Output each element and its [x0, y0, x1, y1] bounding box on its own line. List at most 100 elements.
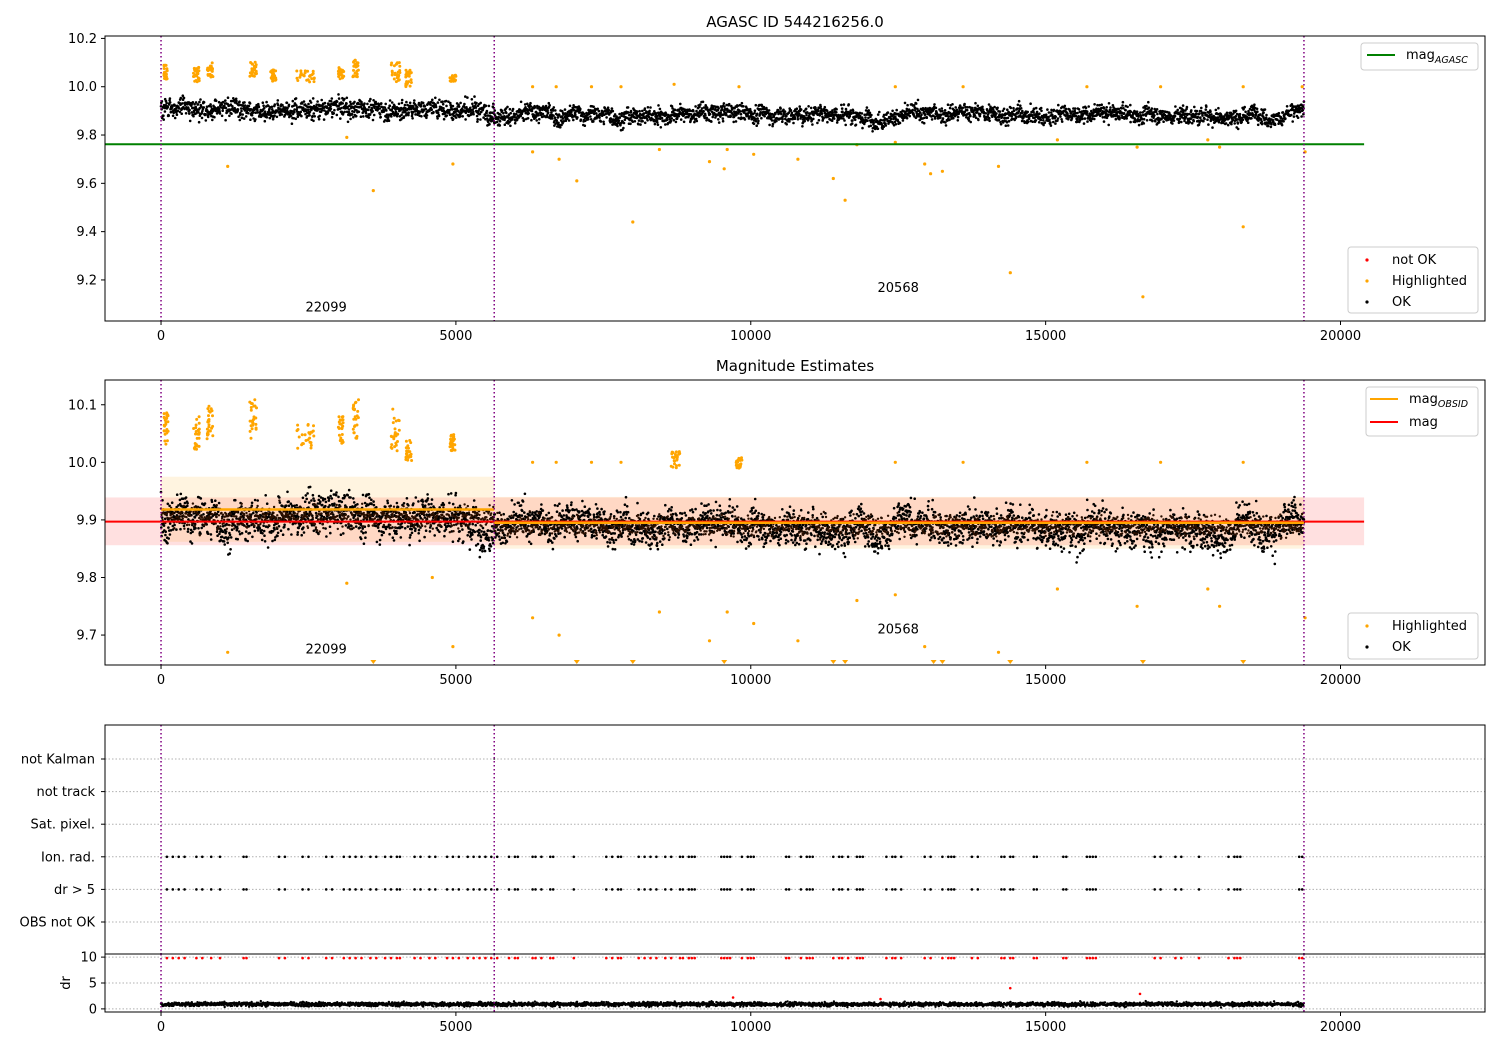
ok-point: [587, 118, 590, 121]
ok-point: [854, 119, 857, 122]
ok-point: [866, 119, 869, 122]
highlighted-point: [409, 85, 412, 88]
ok-point: [1081, 118, 1084, 121]
ok-point: [538, 118, 541, 121]
ok-point: [531, 110, 534, 113]
ok-point: [548, 104, 551, 107]
ok-point: [370, 499, 373, 502]
ok-point: [963, 103, 966, 106]
ok-point: [1147, 101, 1150, 104]
ok-point: [1040, 119, 1043, 122]
ok-point: [295, 97, 298, 100]
ok-point: [390, 115, 393, 118]
ok-point: [464, 118, 467, 121]
ok-point: [191, 542, 194, 545]
ok-point: [363, 102, 366, 105]
ok-point: [271, 540, 274, 543]
ok-point: [169, 101, 172, 104]
ok-point: [670, 120, 673, 123]
ok-point: [1148, 106, 1151, 109]
ok-point: [437, 101, 440, 104]
ok-point: [203, 106, 206, 109]
ok-point: [327, 111, 330, 114]
x-tick-label: 5000: [439, 329, 472, 344]
ok-point: [1057, 104, 1060, 107]
highlighted-point: [451, 162, 454, 165]
highlighted-point: [209, 65, 212, 68]
ok-point: [300, 523, 303, 526]
ok-point: [509, 112, 512, 115]
ok-point: [509, 108, 512, 111]
ok-point: [1290, 114, 1293, 117]
ok-point: [345, 102, 348, 105]
ok-point: [169, 97, 172, 100]
ok-point: [618, 119, 621, 122]
x-tick-label: 20000: [1320, 329, 1361, 344]
ok-point: [430, 108, 433, 111]
ok-point: [656, 121, 659, 124]
ok-point: [906, 104, 909, 107]
ok-point: [981, 106, 984, 109]
ok-point: [320, 99, 323, 102]
ok-point: [259, 527, 262, 530]
ok-point: [225, 530, 228, 533]
highlighted-point: [393, 78, 396, 81]
ok-point: [1001, 116, 1004, 119]
ok-point: [680, 118, 683, 121]
highlighted-point: [351, 75, 354, 78]
ok-point: [476, 115, 479, 118]
ok-point: [452, 105, 455, 108]
ok-point: [371, 110, 374, 113]
ok-point: [660, 126, 663, 129]
highlighted-point: [1242, 225, 1245, 228]
ok-point: [572, 119, 575, 122]
ok-point: [803, 120, 806, 123]
ok-point: [1028, 117, 1031, 120]
ok-point: [325, 535, 328, 538]
ok-point: [674, 109, 677, 112]
ok-point: [616, 125, 619, 128]
ok-point: [851, 119, 854, 122]
ok-point: [310, 101, 313, 104]
highlighted-point: [1136, 146, 1139, 149]
ok-point: [580, 118, 583, 121]
highlighted-point: [208, 68, 211, 71]
ok-point: [899, 122, 902, 125]
ok-point: [204, 113, 207, 116]
ok-point: [404, 104, 407, 107]
ok-point: [267, 546, 270, 549]
ok-point: [343, 98, 346, 101]
ok-point: [1262, 111, 1265, 114]
ok-point: [999, 110, 1002, 113]
ok-point: [1050, 124, 1053, 127]
ok-point: [172, 115, 175, 118]
legend-marker-not-ok: [1365, 258, 1368, 261]
ok-point: [380, 102, 383, 105]
ok-point: [1105, 106, 1108, 109]
ok-point: [861, 127, 864, 130]
ok-point: [1123, 112, 1126, 115]
ok-point: [180, 493, 183, 496]
highlighted-point: [339, 73, 342, 76]
ok-point: [235, 100, 238, 103]
ok-point: [529, 102, 532, 105]
ok-point: [219, 112, 222, 115]
ok-point: [207, 116, 210, 119]
ok-point: [1174, 115, 1177, 118]
ok-point: [596, 108, 599, 111]
ok-point: [254, 499, 257, 502]
ok-point: [1284, 117, 1287, 120]
highlighted-point: [1242, 85, 1245, 88]
ok-point: [1107, 114, 1110, 117]
ok-point: [295, 504, 298, 507]
ok-point: [1061, 120, 1064, 123]
ok-point: [785, 123, 788, 126]
ok-point: [1015, 116, 1018, 119]
ok-point: [180, 112, 183, 115]
highlighted-point: [941, 170, 944, 173]
ok-point: [278, 525, 281, 528]
ok-point: [1040, 107, 1043, 110]
ok-point: [210, 105, 213, 108]
ok-point: [362, 115, 365, 118]
